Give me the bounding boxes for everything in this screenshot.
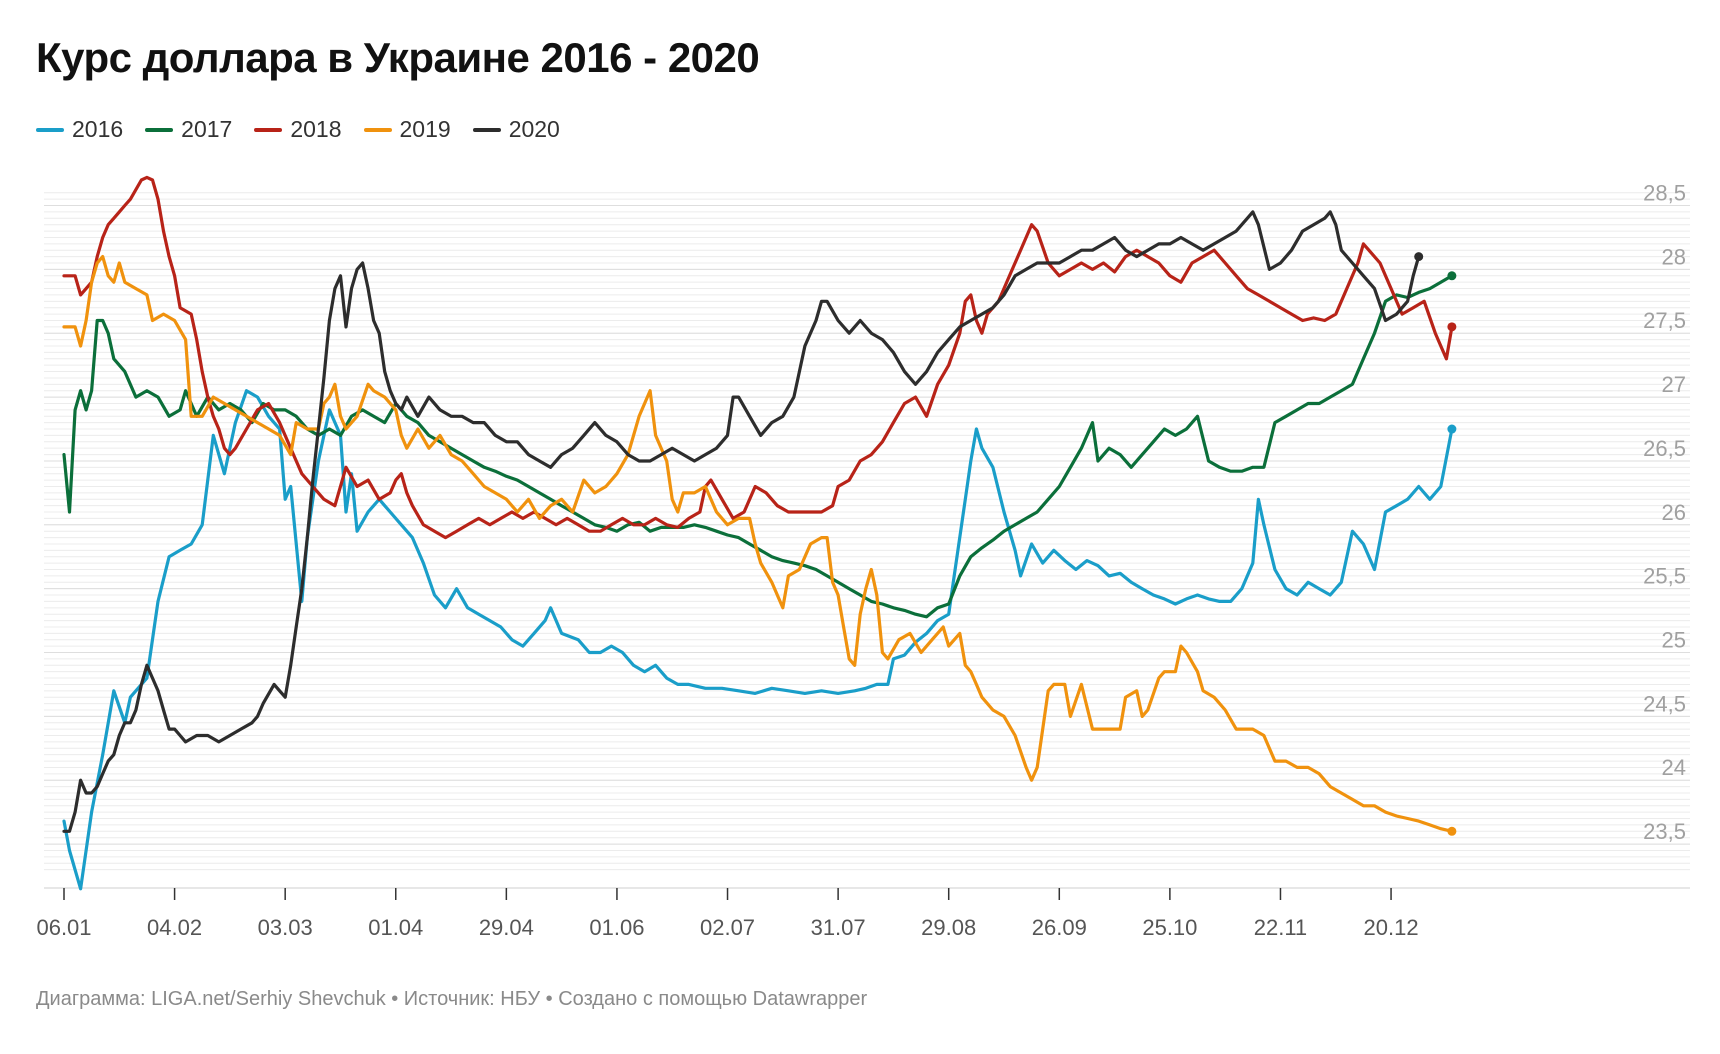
series-end-point-2017 xyxy=(1447,271,1457,281)
legend-item-2017: 2017 xyxy=(145,116,232,143)
series-layer xyxy=(62,175,1457,891)
legend-swatch-2020 xyxy=(472,127,501,132)
y-tick-label: 27 xyxy=(1662,372,1686,397)
legend-swatch-2019 xyxy=(363,127,392,132)
y-tick-label: 27,5 xyxy=(1643,308,1686,333)
legend-item-2019: 2019 xyxy=(363,116,451,143)
y-tick-label: 23,5 xyxy=(1643,819,1686,844)
series-line-2019 xyxy=(62,255,1454,833)
chart-legend: 2016 2017 2018 2019 2020 xyxy=(36,116,560,143)
x-tick-label: 31.07 xyxy=(811,915,866,940)
y-tick-label: 28 xyxy=(1662,244,1686,269)
x-tick-label: 26.09 xyxy=(1032,915,1087,940)
y-tick-label: 26 xyxy=(1662,500,1686,525)
x-tick-label: 04.02 xyxy=(147,915,202,940)
y-tick-label: 24,5 xyxy=(1643,691,1686,716)
legend-item-2018: 2018 xyxy=(254,116,342,143)
series-end-point-2018 xyxy=(1447,322,1457,332)
y-tick-label: 24 xyxy=(1662,755,1686,780)
series-line-2016 xyxy=(62,389,1454,891)
legend-label-2020: 2020 xyxy=(508,116,560,142)
x-tick-label: 02.07 xyxy=(700,915,755,940)
x-tick-label: 29.08 xyxy=(921,915,976,940)
series-end-point-2019 xyxy=(1447,826,1457,836)
y-tick-label: 28,5 xyxy=(1643,181,1686,206)
x-tick-label: 01.04 xyxy=(368,915,423,940)
chart-title: Курс доллара в Украине 2016 - 2020 xyxy=(36,34,760,81)
legend-swatch-2017 xyxy=(145,127,174,132)
x-tick-label: 29.04 xyxy=(479,915,534,940)
series-end-point-2016 xyxy=(1447,424,1457,434)
chart-footer: Диаграмма: LIGA.net/Serhiy Shevchuk • Ис… xyxy=(36,988,868,1010)
axis-layer: 23,5 24 24,5 25 25,5 26 26,5 27 27,5 28 28,5 06.01 0… xyxy=(36,181,1690,940)
legend-label-2016: 2016 xyxy=(72,116,124,142)
legend-label-2018: 2018 xyxy=(290,116,342,142)
x-tick-label: 03.03 xyxy=(258,915,313,940)
grid-layer xyxy=(44,192,1690,871)
legend-swatch-2016 xyxy=(36,127,64,132)
legend-item-2016: 2016 xyxy=(36,116,123,143)
series-end-point-2020 xyxy=(1414,252,1424,262)
y-tick-label: 25,5 xyxy=(1643,564,1686,589)
legend-item-2020: 2020 xyxy=(472,116,560,143)
y-tick-label: 26,5 xyxy=(1643,436,1686,461)
series-line-2018 xyxy=(62,175,1454,540)
x-tick-label: 22.11 xyxy=(1254,915,1307,940)
x-tick-label: 25.10 xyxy=(1142,915,1197,940)
legend-swatch-2018 xyxy=(254,127,283,132)
x-tick-label: 20.12 xyxy=(1364,915,1419,940)
series-line-2020 xyxy=(62,210,1421,833)
x-tick-label: 06.01 xyxy=(36,915,91,940)
legend-label-2019: 2019 xyxy=(399,116,451,142)
y-tick-label: 25 xyxy=(1662,628,1686,653)
legend-label-2017: 2017 xyxy=(181,116,233,142)
x-tick-label: 01.06 xyxy=(589,915,644,940)
